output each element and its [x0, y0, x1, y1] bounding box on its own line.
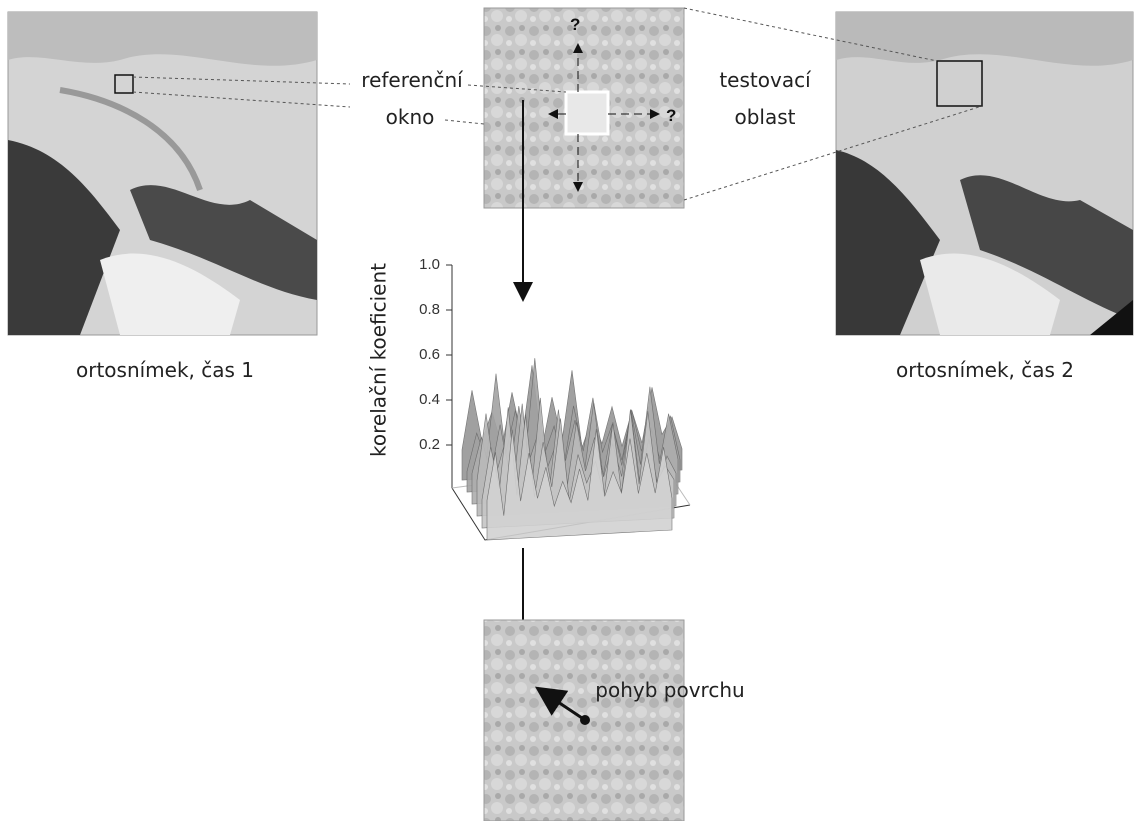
orthophoto-2: [836, 12, 1133, 335]
y-axis-label: korelační koeficient: [367, 263, 391, 457]
y-tick-label: 1.0: [419, 256, 440, 273]
label: oblast: [734, 105, 795, 129]
caption: ortosnímek, čas 1: [76, 358, 254, 382]
caption: ortosnímek, čas 2: [896, 358, 1074, 382]
correlation-surface: 1.0 0.8 0.6 0.4 0.2: [419, 256, 690, 540]
result-patch: [484, 620, 684, 821]
reference-patch: [484, 8, 684, 208]
label: testovací: [719, 68, 812, 92]
figure: ? ? referenční okno testovací oblast ort…: [0, 0, 1139, 821]
label: pohyb povrchu: [595, 678, 744, 702]
label: okno: [386, 105, 435, 129]
label: referenční: [361, 68, 464, 92]
orthophoto-1: [8, 12, 317, 335]
y-tick-label: 0.2: [419, 436, 440, 453]
y-tick-label: 0.6: [419, 346, 440, 363]
y-tick-label: 0.4: [419, 391, 440, 408]
question-mark: ?: [666, 106, 676, 125]
y-tick-label: 0.8: [419, 301, 440, 318]
question-mark: ?: [570, 15, 580, 34]
